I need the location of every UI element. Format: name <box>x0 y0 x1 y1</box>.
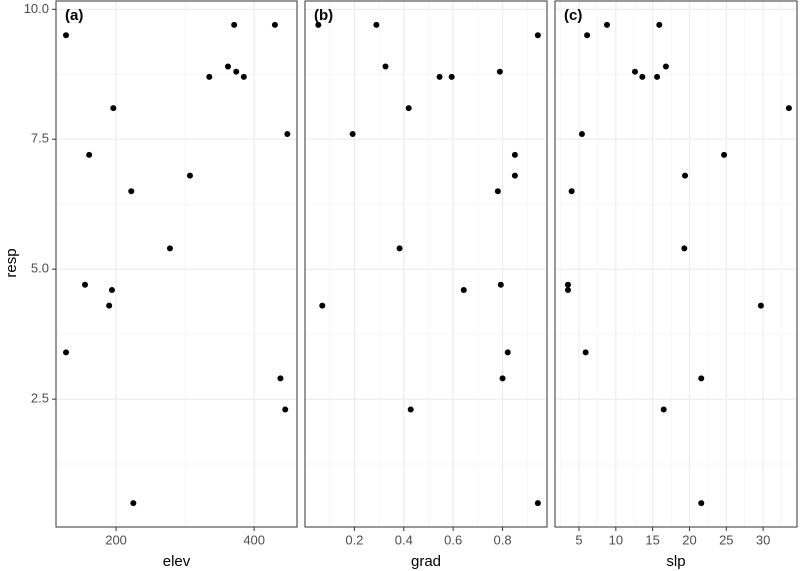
point <box>757 302 764 309</box>
point <box>504 349 511 356</box>
point <box>496 68 503 75</box>
point <box>460 286 467 293</box>
point <box>698 500 705 507</box>
point <box>396 245 403 252</box>
point <box>128 188 135 195</box>
point <box>166 245 173 252</box>
x-tick-label: 15 <box>645 532 659 547</box>
point <box>405 105 412 112</box>
point <box>186 172 193 179</box>
point <box>349 131 356 138</box>
point <box>568 188 575 195</box>
x-tick-label: 0.8 <box>494 532 512 547</box>
point <box>407 406 414 413</box>
panel-title: (b) <box>314 7 333 24</box>
panel-border <box>304 0 548 528</box>
point <box>271 21 278 28</box>
point <box>231 21 238 28</box>
point <box>63 349 70 356</box>
x-tick-label: 0.2 <box>345 532 363 547</box>
point <box>436 73 443 80</box>
point <box>224 63 231 70</box>
panel-title: (a) <box>65 7 83 24</box>
x-tick-label: 5 <box>575 532 582 547</box>
point <box>233 68 240 75</box>
point <box>631 68 638 75</box>
x-tick-label: 20 <box>682 532 696 547</box>
point <box>373 21 380 28</box>
point <box>584 32 591 39</box>
point <box>534 32 541 39</box>
point <box>654 73 661 80</box>
point <box>315 21 322 28</box>
point <box>662 63 669 70</box>
x-axis-label: grad <box>411 553 441 570</box>
point <box>284 131 291 138</box>
point <box>130 500 137 507</box>
point <box>721 151 728 158</box>
point <box>499 375 506 382</box>
point <box>319 302 326 309</box>
point <box>282 406 289 413</box>
x-tick-label: 400 <box>243 532 265 547</box>
point <box>511 151 518 158</box>
x-tick-label: 0.4 <box>395 532 413 547</box>
point <box>785 105 792 112</box>
point <box>534 500 541 507</box>
y-tick-label: 7.5 <box>31 131 49 146</box>
point <box>511 172 518 179</box>
point <box>603 21 610 28</box>
point <box>698 375 705 382</box>
point <box>110 105 117 112</box>
point <box>382 63 389 70</box>
point <box>82 281 89 288</box>
x-tick-label: 0.6 <box>444 532 462 547</box>
x-axis-label: slp <box>666 553 685 570</box>
point <box>656 21 663 28</box>
point <box>106 302 113 309</box>
y-tick-label: 10.0 <box>24 1 49 16</box>
point <box>582 349 589 356</box>
point <box>494 188 501 195</box>
point <box>578 131 585 138</box>
x-tick-label: 10 <box>609 532 623 547</box>
panel-border <box>55 0 298 528</box>
point <box>682 172 689 179</box>
point <box>681 245 688 252</box>
x-axis-label: elev <box>163 553 191 570</box>
point <box>206 73 213 80</box>
y-axis-label: resp <box>3 248 20 277</box>
point <box>86 151 93 158</box>
point <box>277 375 284 382</box>
point <box>497 281 504 288</box>
point <box>564 286 571 293</box>
point <box>108 286 115 293</box>
panel-border <box>554 0 798 528</box>
point <box>240 73 247 80</box>
point <box>564 281 571 288</box>
y-tick-label: 5.0 <box>31 261 49 276</box>
point <box>660 406 667 413</box>
panel-title: (c) <box>564 7 582 24</box>
y-tick-label: 2.5 <box>31 391 49 406</box>
x-tick-label: 30 <box>756 532 770 547</box>
point <box>448 73 455 80</box>
point <box>63 32 70 39</box>
x-tick-label: 25 <box>719 532 733 547</box>
x-tick-label: 200 <box>105 532 127 547</box>
point <box>639 73 646 80</box>
